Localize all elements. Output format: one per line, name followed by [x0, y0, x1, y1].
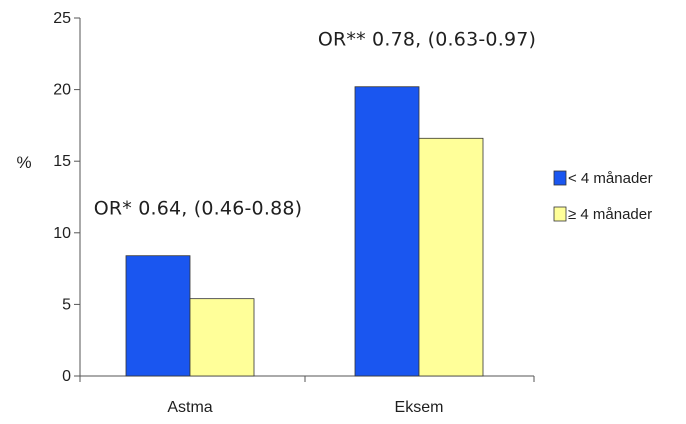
- legend-label-rest: 4 månader: [576, 206, 652, 223]
- y-tick-label: 25: [53, 10, 71, 27]
- bar-astma-series-1: [125, 255, 191, 377]
- legend-label-series-1: < 4 månader: [568, 170, 653, 187]
- x-category-label: Astma: [167, 399, 212, 416]
- annotation-eksem: OR** 0.78, (0.63-0.97): [318, 29, 536, 51]
- bar-eksem-series-2: [418, 137, 484, 377]
- y-tick-label: 0: [62, 368, 71, 385]
- x-category-label: Eksem: [395, 399, 444, 416]
- y-tick-label: 5: [62, 296, 71, 313]
- legend-swatch-series-2: [553, 206, 567, 222]
- bar-eksem-series-1: [354, 86, 420, 377]
- y-tick-label: 15: [53, 153, 71, 170]
- bar-astma-series-2: [189, 298, 255, 377]
- legend-label-series-2: ≥ 4 månader: [568, 206, 652, 223]
- y-tick-label: 20: [53, 82, 71, 99]
- y-axis-label: %: [16, 153, 31, 172]
- y-tick-label: 10: [53, 225, 71, 242]
- bars: [125, 86, 484, 377]
- legend: < 4 månader ≥ 4 månader: [553, 170, 653, 223]
- legend-symbol: ≥: [568, 206, 576, 223]
- annotation-astma: OR* 0.64, (0.46-0.88): [94, 198, 303, 220]
- legend-swatch-series-1: [553, 170, 567, 186]
- labels: Astma Eksem OR* 0.64, (0.46-0.88) OR** 0.78…: [94, 29, 536, 416]
